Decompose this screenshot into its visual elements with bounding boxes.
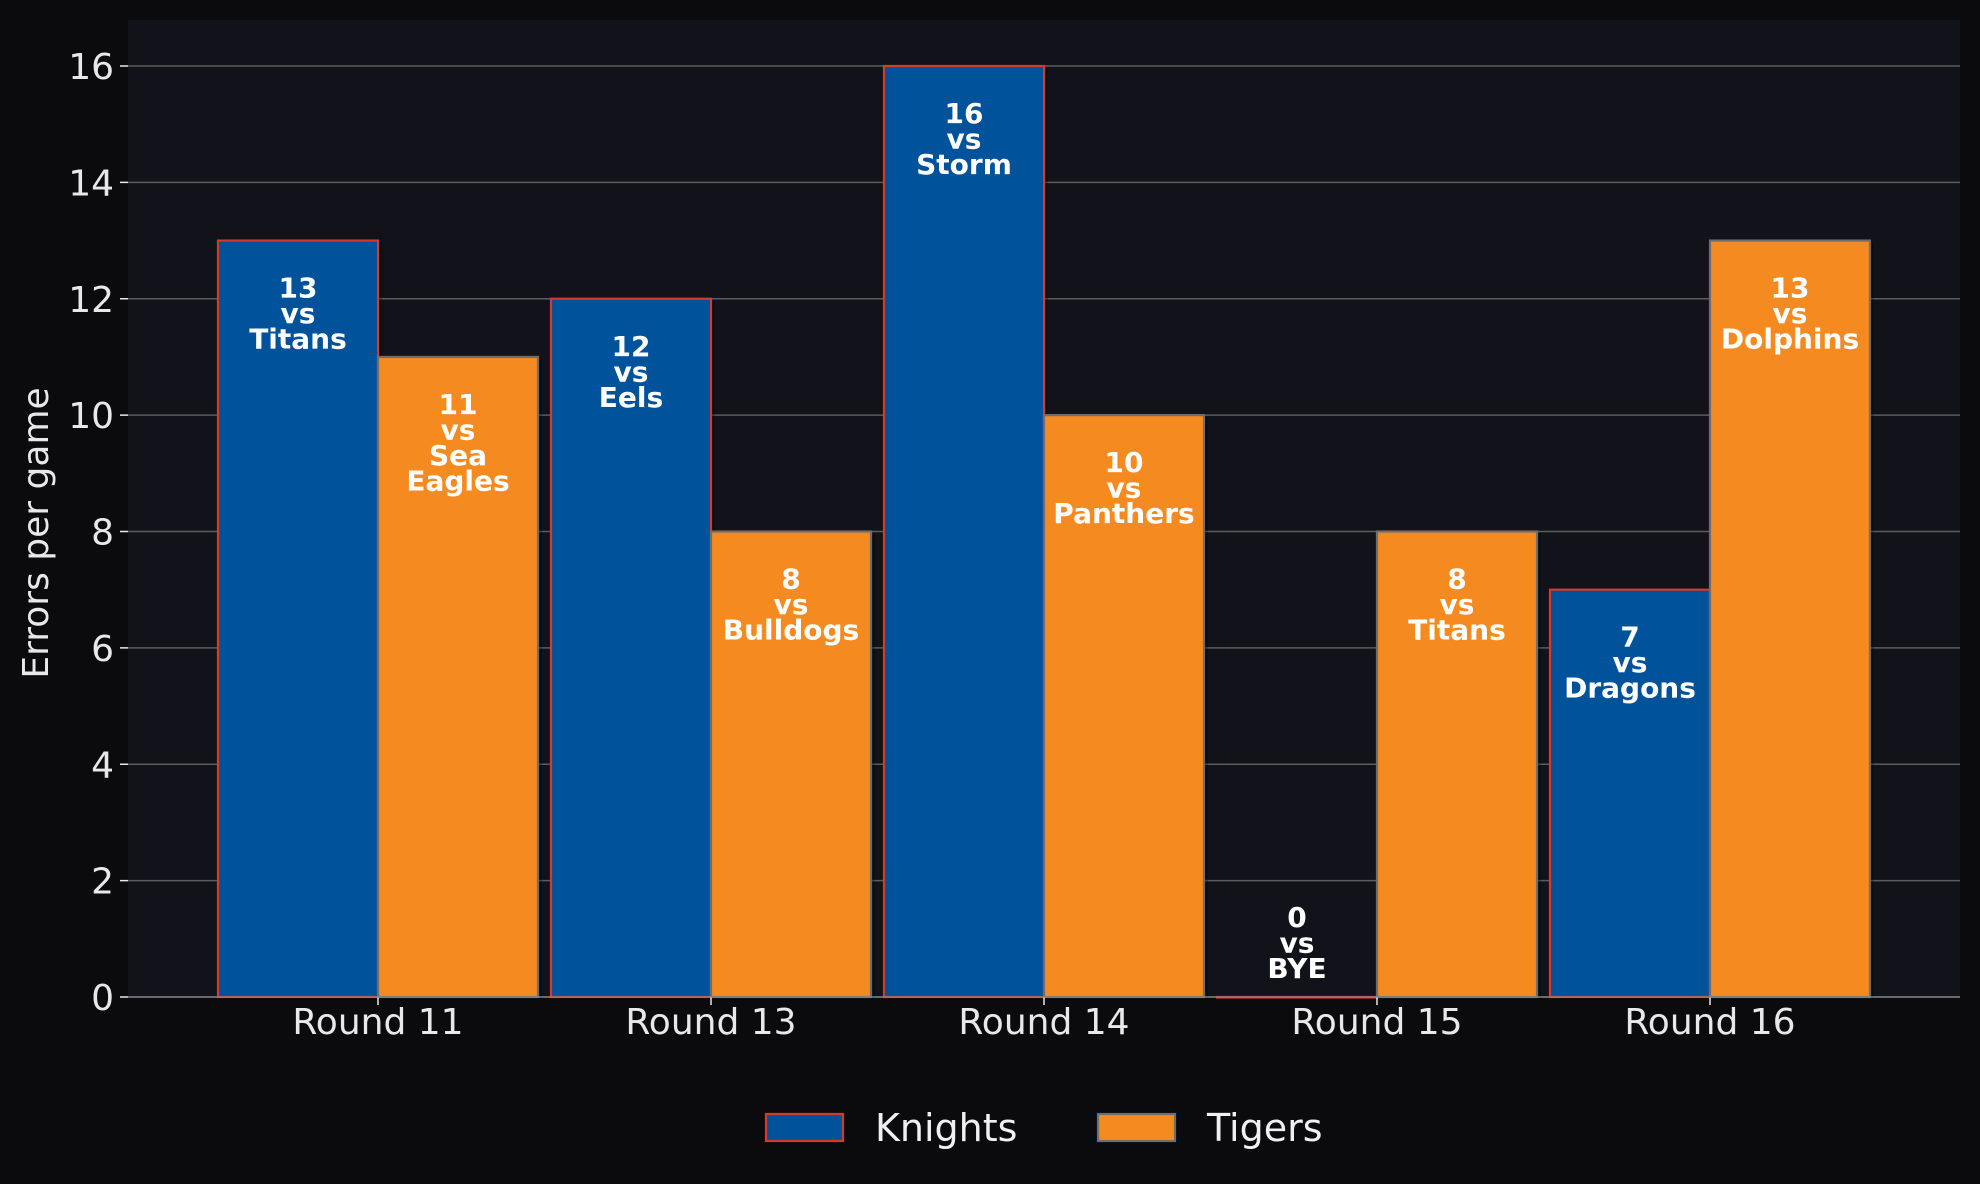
bar-tigers-round-15 [1375,530,1539,999]
bar-data-label: 13 vs Titans [249,272,347,356]
y-tick-label: 12 [68,280,114,321]
x-axis: Round 11 Round 13 Round 14 Round 15 Round 16 [128,996,1960,1043]
legend-label-knights: Knights [875,1106,1017,1150]
bar-data-label: 7 vs Dragons [1564,621,1696,705]
bar-data-label: 12 vs Eels [599,330,663,414]
y-axis-label: Errors per game [16,387,57,678]
y-tick-label: 4 [91,745,114,786]
legend: Knights Tigers [764,1106,1323,1150]
bar-labels: 13 vs Titans 11 vs Sea Eagles 12 vs Eels 8 vs Bulldo… [249,97,1859,985]
bar-knights-round-14 [882,64,1046,999]
bar-tigers-round-14 [1042,414,1206,999]
bar-tigers-round-16 [1708,239,1872,999]
x-tick-label: Round 16 [1624,1002,1795,1043]
y-tick-label: 16 [68,47,114,88]
bar-data-label: 16 vs Storm [916,97,1012,181]
bar-knights-round-11 [216,239,380,999]
bar-data-label: 0 vs BYE [1267,901,1326,985]
y-tick-label: 14 [68,163,114,204]
x-tick-label: Round 13 [625,1002,796,1043]
bars [216,64,1874,999]
bar-tigers-round-11 [376,355,540,999]
x-tick-label: Round 15 [1291,1002,1462,1043]
y-tick-label: 0 [91,978,114,1019]
bar-tigers-round-13 [709,530,873,999]
legend-swatch-knights [764,1112,845,1143]
y-tick-label: 10 [68,396,114,437]
legend-label-tigers: Tigers [1206,1106,1323,1150]
bar-knights-round-13 [549,297,713,999]
bar-data-label: 13 vs Dolphins [1721,272,1859,356]
y-tick-label: 8 [91,513,114,554]
x-tick-label: Round 11 [292,1002,463,1043]
bar-data-label: 8 vs Bulldogs [723,563,859,647]
bar-data-label: 8 vs Titans [1408,563,1506,647]
legend-swatch-tigers [1096,1112,1177,1143]
x-tick-label: Round 14 [958,1002,1129,1043]
bar-data-label: 11 vs Sea Eagles [406,388,509,498]
y-tick-label: 2 [91,862,114,903]
y-tick-label: 6 [91,629,114,670]
bar-data-label: 10 vs Panthers [1053,446,1194,530]
y-axis: 0 2 4 6 8 10 12 14 16 [68,47,128,1019]
